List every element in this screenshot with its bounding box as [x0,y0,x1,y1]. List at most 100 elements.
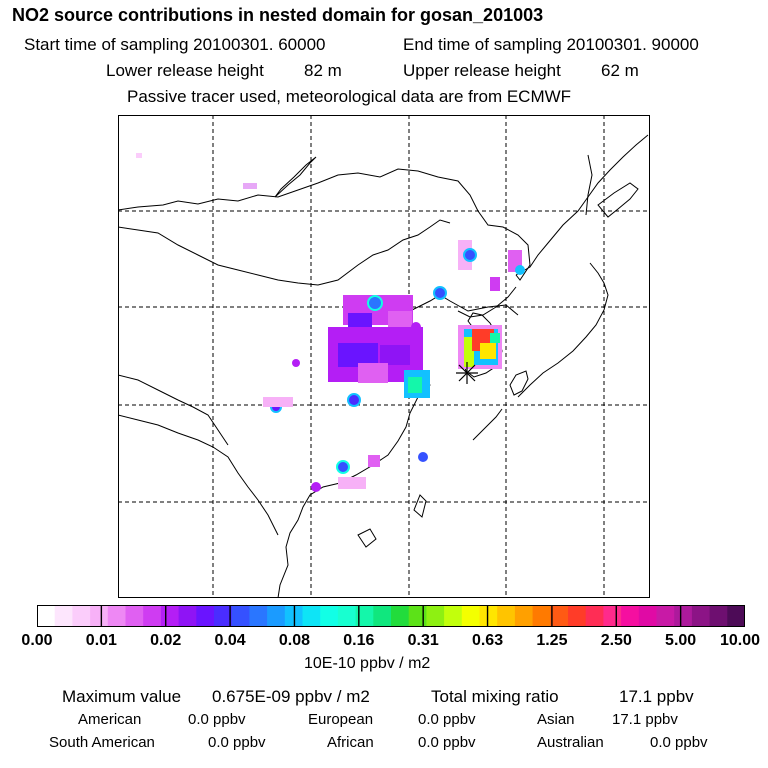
upper-release-label: Upper release height [403,61,561,80]
plume-patch [490,333,500,343]
color-bar-cell [337,605,357,627]
lower-release-value: 82 m [304,61,342,80]
color-bar-cell [54,605,73,627]
japan-hokkaido [597,182,639,218]
ryukyu [472,408,503,441]
region-name: Asian [537,711,575,728]
upper-release-value: 62 m [601,61,639,80]
lake-baikal [274,156,317,198]
color-bar-cell [674,605,693,627]
color-bar-cell [90,605,109,627]
plume-patch [515,265,525,275]
korea-border [457,286,517,318]
plume-patch [464,337,474,367]
sakhalin [585,154,593,216]
color-bar-cell [178,605,197,627]
color-bar [37,605,745,627]
region-name: Australian [537,734,604,751]
color-bar-cell [408,605,427,627]
color-bar-cell [249,605,268,627]
color-bar-cell [514,605,534,627]
total-mixing-label: Total mixing ratio [431,687,559,706]
color-bar-cell [532,605,551,627]
start-time-label: Start time of sampling 20100301. 60000 [24,35,326,54]
color-bar-cell [638,605,657,627]
region-name: African [327,734,374,751]
color-bar-cell [550,605,569,627]
max-value-label: Maximum value [62,687,182,706]
tracer-note: Passive tracer used, meteorological data… [127,87,572,106]
russia-coast [515,134,649,276]
color-bar-tick-label: 0.04 [214,632,246,649]
plume-patch [380,345,410,365]
border-russia-mongolia [118,168,531,281]
color-bar-cell [391,605,410,627]
color-bar-cell [107,605,126,627]
hainan [357,528,377,548]
color-bar-tick-label: 2.50 [600,632,632,649]
end-time-label: End time of sampling 20100301. 90000 [403,35,699,54]
color-bar-cell [302,605,321,627]
color-bar-tick-label: 0.00 [21,632,53,649]
color-bar-cell [373,605,392,627]
plume-patch [367,295,383,311]
color-bar-cell [37,605,56,627]
color-bar-cell [585,605,604,627]
color-bar-tick-label: 0.08 [278,632,311,649]
plume-patch [136,153,142,158]
color-bar-cell [267,605,286,627]
color-bar-cell [497,605,516,627]
color-bar-tick-label: 0.63 [471,632,504,649]
region-value: 0.0 ppbv [418,711,476,728]
plume-patch [480,343,496,359]
plume-patch [347,393,361,407]
color-bar-cell [691,605,711,627]
plume-patch [433,286,447,300]
color-bar-cell [727,605,745,627]
color-bar-cell [603,605,622,627]
japan-kyushu [509,370,529,396]
plume-patch [348,313,372,327]
receptor-marker [456,362,478,384]
plume-patch [490,277,500,291]
region-name: South American [49,734,155,751]
plume-patch [336,460,350,474]
region-value: 17.1 ppbv [612,711,678,728]
plume-patch [408,377,422,393]
contribution-field [136,153,525,492]
lower-release-label: Lower release height [106,61,264,80]
plume-patch [463,248,477,262]
plume-patch [418,452,428,462]
total-mixing-value: 17.1 ppbv [619,687,694,706]
region-name: American [78,711,142,728]
taiwan [413,494,427,518]
color-bar-tick-label: 1.25 [536,632,568,649]
region-value: 0.0 ppbv [418,734,476,751]
japan-honshu [517,262,609,398]
plume-patch [338,477,366,489]
color-bar-tick-label: 5.00 [665,632,697,649]
plume-patch [311,482,321,492]
color-bar-cell [444,605,463,627]
region-value: 0.0 ppbv [650,734,708,751]
map-title: NO2 source contributions in nested domai… [12,5,544,25]
color-bar-tick-label: 10.00 [719,632,761,649]
max-value: 0.675E-09 ppbv / m2 [212,687,370,706]
color-bar-cell [461,605,480,627]
color-bar-tick-label: 0.31 [407,632,439,649]
border-mongolia-china [118,219,451,286]
color-bar-cell [568,605,587,627]
region-name: European [308,711,374,728]
color-bar-cell [231,605,250,627]
plume-patch [292,359,300,367]
color-bar-cell [214,605,233,627]
color-bar-cell [355,605,374,627]
color-bar-cell [320,605,339,627]
color-bar-cell [72,605,91,627]
plume-patch [243,183,257,189]
region-value: 0.0 ppbv [188,711,246,728]
southwest-border [118,374,229,446]
color-bar-cell [196,605,215,627]
color-bar-cell [125,605,144,627]
color-bar-cell [160,605,180,627]
